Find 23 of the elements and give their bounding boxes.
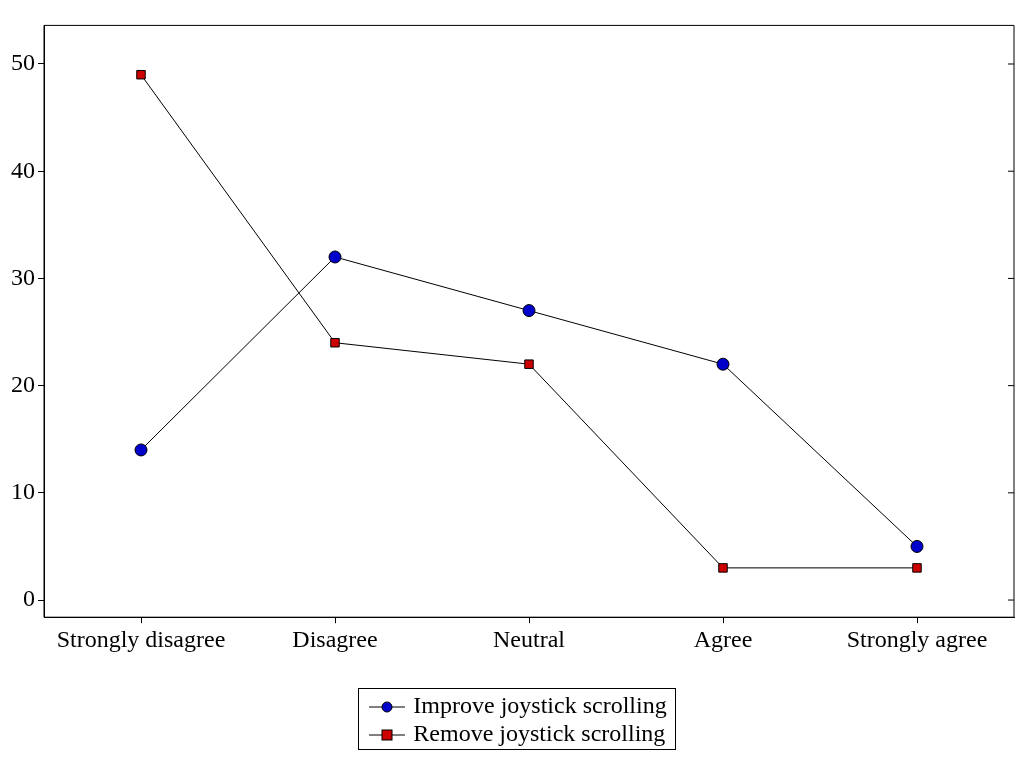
- point: [134, 443, 148, 457]
- point: [330, 338, 340, 348]
- point: [716, 357, 730, 371]
- point: [524, 359, 534, 369]
- point: [912, 563, 922, 573]
- x-tick-label: Strongly disagree: [56, 625, 226, 652]
- x-tick-label: Agree: [693, 625, 753, 652]
- point: [328, 250, 342, 264]
- y-tick-label: 50: [11, 49, 35, 76]
- x-tick-label: Disagree: [292, 625, 378, 652]
- y-tick-label: 20: [11, 370, 35, 397]
- y-tick-label: 30: [11, 263, 35, 290]
- y-tick-label: 40: [11, 156, 35, 183]
- point: [522, 304, 536, 318]
- legend-label: Improve joystick scrolling: [413, 692, 667, 718]
- point: [136, 69, 146, 80]
- point: [910, 539, 924, 553]
- x-tick-label: Strongly agree: [846, 625, 988, 652]
- y-tick-label: 0: [23, 585, 35, 612]
- legend-label: Remove joystick scrolling: [413, 720, 666, 746]
- y-tick-label: 10: [11, 478, 35, 505]
- point: [718, 563, 728, 573]
- x-tick-label: Neutral: [493, 625, 566, 652]
